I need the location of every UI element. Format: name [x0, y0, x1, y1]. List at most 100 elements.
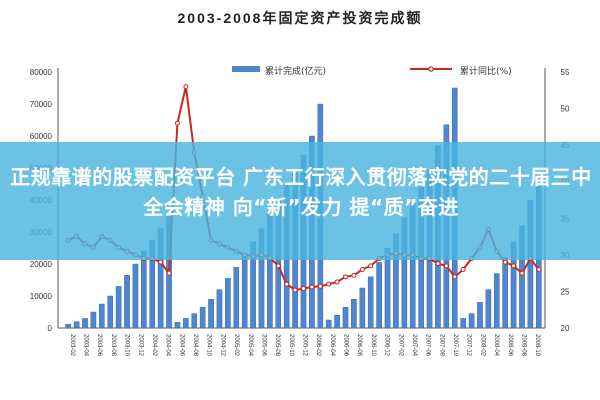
promo-banner-text: 正规靠谱的股票配资平台 广东工行深入贯彻落实党的二十届三中全会精神 向“新”发力… [10, 165, 592, 219]
legend-line-marker [428, 66, 434, 72]
bar [216, 289, 223, 329]
x-tick-label: 2006-06 [343, 334, 349, 357]
x-tick-label: 2006-08 [356, 334, 362, 357]
bar [132, 263, 139, 329]
bar [241, 254, 248, 329]
bar [174, 322, 181, 329]
x-tick-label: 2003-04 [83, 334, 89, 357]
x-tick-label: 2007-12 [466, 334, 472, 357]
bar [65, 323, 72, 329]
bar [191, 313, 198, 329]
legend-bar-label: 累计完成(亿元) [265, 67, 327, 77]
line-point [435, 261, 441, 267]
line-point [301, 286, 306, 292]
x-tick-label: 2004-10 [206, 334, 212, 357]
bar [493, 273, 500, 329]
x-tick-label: 2006-04 [329, 334, 335, 357]
line-point [334, 279, 340, 285]
chart-title: 2003-2008年固定资产投资完成额 [177, 10, 423, 26]
bar [73, 321, 80, 329]
bar [477, 302, 483, 329]
bar [115, 286, 122, 329]
legend-line-label: 累计同比(%) [460, 67, 512, 77]
line-point [183, 84, 189, 90]
bar [502, 257, 508, 329]
x-tick-label: 2004-12 [219, 334, 225, 357]
y-left-tick-label: 80000 [30, 68, 53, 77]
bar [82, 318, 88, 329]
x-tick-label: 2003-10 [124, 334, 130, 357]
x-tick-label: 2004-06 [178, 334, 184, 357]
line-point [511, 263, 517, 269]
x-tick-label: 2007-08 [438, 334, 444, 357]
legend-bar-swatch [232, 66, 260, 72]
y-left-tick-label: 20000 [30, 260, 53, 269]
line-point [166, 270, 172, 276]
bar [342, 307, 349, 329]
promo-banner [0, 142, 600, 260]
bar [225, 278, 231, 329]
x-tick-label: 2003-08 [110, 334, 116, 357]
x-tick-label: 2005-08 [274, 334, 280, 357]
y-left-tick-label: 60000 [30, 132, 53, 141]
line-point [284, 281, 290, 287]
bar [107, 295, 114, 329]
y-right-tick-label: 50 [561, 105, 570, 114]
bar [124, 275, 130, 329]
bar [99, 303, 105, 329]
line-point [519, 270, 525, 276]
bar [460, 318, 466, 329]
line-point [275, 263, 281, 269]
x-tick-label: 2008-10 [534, 334, 540, 357]
line-point [158, 259, 164, 265]
bar [141, 250, 147, 329]
bar [183, 318, 189, 329]
x-tick-label: 2008-08 [520, 334, 526, 357]
bar [485, 289, 492, 329]
line-point [309, 284, 315, 290]
line-point [174, 120, 180, 126]
x-tick-label: 2008-02 [479, 334, 485, 357]
x-tick-label: 2004-02 [151, 334, 157, 357]
x-tick-label: 2005-10 [288, 334, 294, 357]
x-tick-label: 2007-10 [452, 334, 458, 357]
x-tick-label: 2003-06 [96, 334, 102, 357]
bar [367, 276, 374, 329]
bar [359, 287, 366, 329]
x-tick-label: 2005-06 [260, 334, 266, 357]
x-tick-label: 2008-04 [493, 334, 499, 357]
x-tick-label: 2007-06 [425, 334, 431, 357]
bar [199, 307, 206, 329]
x-tick-label: 2006-10 [370, 334, 376, 357]
x-tick-label: 2006-12 [384, 334, 390, 357]
y-left-tick-label: 70000 [30, 100, 53, 109]
x-tick-label: 2004-04 [165, 334, 171, 357]
bar [90, 311, 97, 329]
bar [376, 262, 382, 329]
y-right-tick-label: 20 [561, 324, 570, 333]
line-point [351, 272, 357, 278]
x-tick-label: 2008-06 [507, 334, 513, 357]
bar [233, 267, 240, 329]
bar [384, 247, 391, 329]
x-tick-label: 2005-04 [247, 334, 253, 357]
line-point [317, 283, 323, 289]
y-left-tick-label: 10000 [30, 292, 53, 301]
line-point [502, 259, 508, 265]
line-point [443, 263, 449, 269]
x-tick-label: 2005-02 [233, 334, 239, 357]
bar [351, 299, 357, 329]
bar [325, 319, 332, 329]
x-tick-label: 2004-08 [192, 334, 198, 357]
line-point [460, 266, 466, 272]
x-tick-label: 2003-12 [137, 334, 143, 357]
bar [208, 299, 214, 329]
line-point [536, 266, 542, 272]
line-point [343, 274, 349, 280]
y-left-tick-label: 0 [48, 324, 53, 333]
bar [334, 315, 340, 329]
x-tick-label: 2007-04 [411, 334, 417, 357]
bar [468, 313, 475, 329]
line-point [326, 281, 332, 287]
line-point [292, 287, 298, 293]
